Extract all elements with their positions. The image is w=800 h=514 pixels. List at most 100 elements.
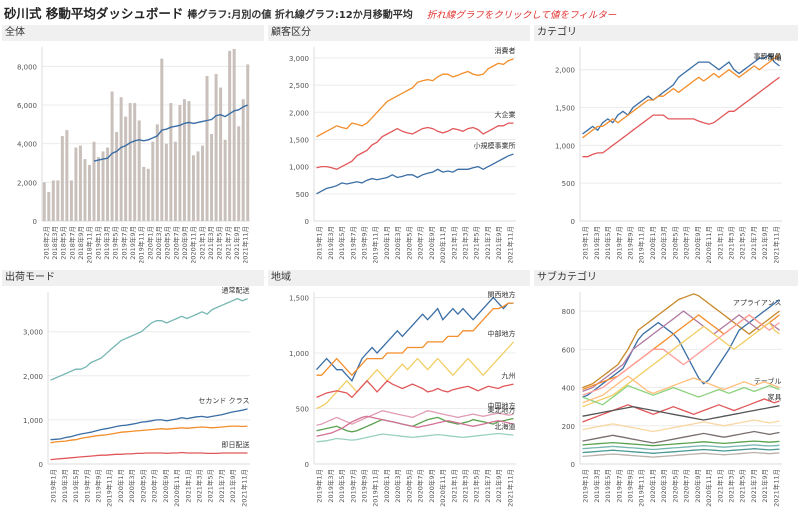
- series-line-6[interactable]: [316, 415, 514, 437]
- series-line-7[interactable]: [582, 375, 780, 404]
- series-line-5[interactable]: [582, 321, 780, 408]
- series-line--[interactable]: [316, 432, 514, 443]
- bar[interactable]: [182, 99, 186, 221]
- bar[interactable]: [178, 105, 182, 221]
- series-line-10[interactable]: [582, 419, 780, 433]
- bar[interactable]: [237, 126, 241, 221]
- bar[interactable]: [187, 101, 191, 221]
- bar[interactable]: [110, 91, 114, 221]
- series-line--[interactable]: [582, 53, 780, 135]
- bar[interactable]: [191, 155, 195, 221]
- series-line-15[interactable]: [582, 451, 780, 458]
- series-label: 大企業: [494, 110, 515, 119]
- bar[interactable]: [124, 116, 128, 221]
- series-line--[interactable]: [582, 293, 780, 389]
- x-tick-label: 2020年1月: [145, 226, 154, 260]
- bar[interactable]: [65, 130, 69, 221]
- bar[interactable]: [219, 87, 223, 221]
- bar[interactable]: [78, 145, 82, 221]
- series-label: 家具: [767, 393, 781, 402]
- x-tick-label: 2020年3月: [154, 226, 163, 260]
- series-line--[interactable]: [316, 341, 514, 410]
- bar[interactable]: [214, 74, 218, 221]
- y-tick-label: 2,000: [555, 67, 575, 75]
- series-line-1[interactable]: [582, 299, 780, 398]
- bar[interactable]: [83, 159, 87, 221]
- series-line-14[interactable]: [582, 448, 780, 454]
- series-line-2[interactable]: [582, 76, 780, 158]
- series-line--[interactable]: [50, 451, 248, 461]
- series-line--[interactable]: [316, 153, 514, 195]
- series-line--[interactable]: [316, 122, 514, 171]
- series-line--[interactable]: [50, 408, 248, 441]
- bar[interactable]: [137, 120, 141, 221]
- series-line-12[interactable]: [582, 440, 780, 447]
- bar[interactable]: [47, 192, 51, 221]
- x-tick-label: 2021年7月: [749, 469, 758, 503]
- bar[interactable]: [232, 48, 236, 221]
- bar[interactable]: [42, 182, 46, 221]
- bar[interactable]: [151, 141, 155, 221]
- bar[interactable]: [56, 180, 60, 221]
- y-tick-label: 2,500: [289, 82, 309, 90]
- bar[interactable]: [60, 135, 64, 221]
- bar[interactable]: [201, 145, 205, 221]
- series-line--[interactable]: [50, 297, 248, 381]
- x-tick-label: 2020年3月: [127, 469, 136, 503]
- bar[interactable]: [92, 141, 96, 221]
- series-line-11[interactable]: [582, 430, 780, 444]
- x-tick-label: 2020年3月: [659, 226, 668, 260]
- bar[interactable]: [155, 124, 159, 221]
- bar[interactable]: [228, 50, 232, 221]
- series-line-2[interactable]: [50, 425, 248, 444]
- bar[interactable]: [128, 103, 132, 221]
- bar[interactable]: [173, 141, 177, 221]
- series-line-1[interactable]: [316, 302, 514, 377]
- bar[interactable]: [223, 139, 227, 221]
- series-line--[interactable]: [316, 416, 514, 433]
- chart-category[interactable]: 0 500 1,000 1,500 2,000 2019年1月 2019年3月 2019年5月…: [534, 25, 798, 263]
- series-line-4[interactable]: [582, 314, 780, 396]
- x-tick-label: 2020年5月: [670, 469, 679, 503]
- bar[interactable]: [205, 76, 209, 221]
- chart-subcategory[interactable]: 0 200 400 600 800 2019年1月 2019年3月 2019年5月 2019年7…: [534, 270, 798, 514]
- series-label: 通常配送: [221, 286, 249, 295]
- series-line-13[interactable]: [582, 444, 780, 451]
- series-line--[interactable]: [316, 296, 514, 382]
- bar[interactable]: [115, 132, 119, 221]
- series-line-3[interactable]: [582, 314, 780, 391]
- bar[interactable]: [101, 151, 105, 221]
- series-line--[interactable]: [582, 405, 780, 421]
- bar[interactable]: [69, 180, 73, 221]
- bar[interactable]: [142, 166, 146, 221]
- bar[interactable]: [246, 64, 250, 222]
- series-line--[interactable]: [316, 379, 514, 399]
- bar[interactable]: [119, 97, 123, 221]
- series-line--[interactable]: [582, 54, 780, 139]
- x-tick-label: 2021年9月: [494, 226, 503, 260]
- series-line-0[interactable]: [93, 104, 248, 162]
- bar[interactable]: [196, 151, 200, 221]
- bar[interactable]: [146, 168, 150, 221]
- x-tick-label: 2019年7月: [614, 226, 623, 260]
- bar[interactable]: [169, 103, 173, 221]
- series-line--[interactable]: [316, 410, 514, 426]
- series-line--[interactable]: [316, 58, 514, 138]
- bar[interactable]: [97, 157, 101, 221]
- series-line--[interactable]: [582, 384, 780, 406]
- bar[interactable]: [241, 99, 245, 221]
- bar[interactable]: [51, 180, 55, 221]
- bar[interactable]: [160, 58, 164, 221]
- bar[interactable]: [164, 143, 168, 221]
- bar[interactable]: [87, 164, 91, 221]
- series-line-2[interactable]: [582, 310, 780, 393]
- bar[interactable]: [210, 134, 214, 221]
- x-tick-label: 2020年3月: [393, 469, 402, 503]
- bar[interactable]: [106, 147, 110, 221]
- bar[interactable]: [74, 147, 78, 221]
- bar[interactable]: [133, 103, 137, 221]
